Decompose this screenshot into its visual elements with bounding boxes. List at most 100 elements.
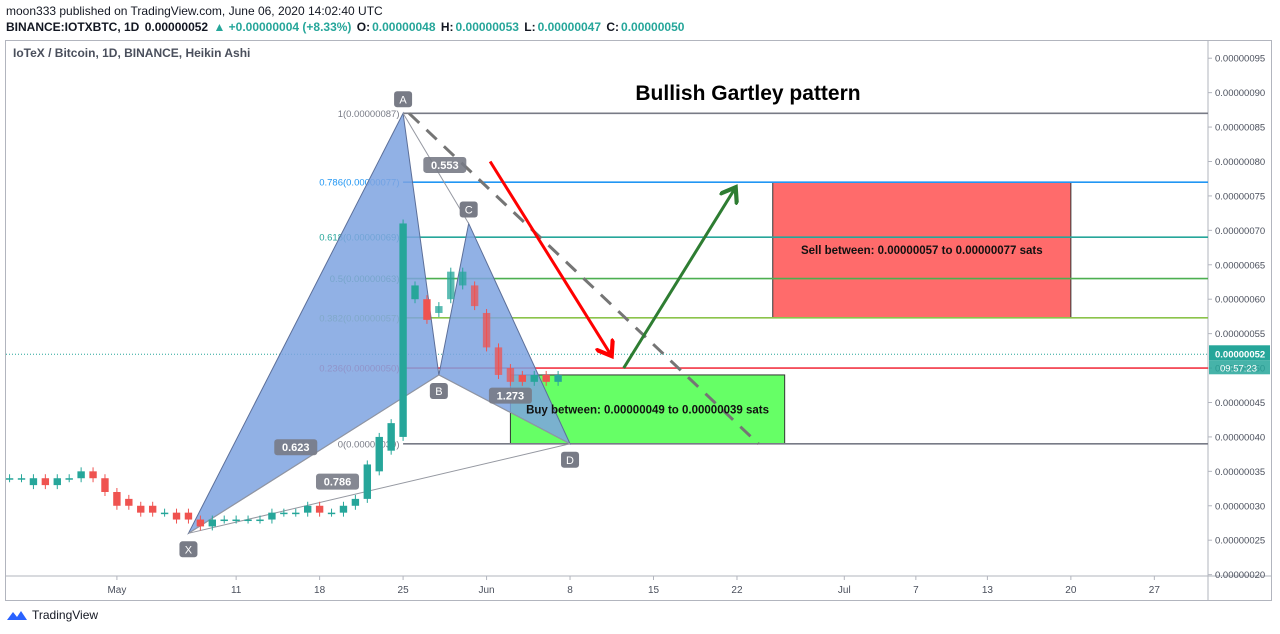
chart-title: Bullish Gartley pattern [635, 82, 860, 105]
candle-body [244, 519, 252, 522]
author-line: moon333 published on TradingView.com, Ju… [6, 4, 383, 18]
pattern-point-badge [394, 91, 413, 108]
y-tick-label: 0.00000075 [1215, 191, 1265, 202]
candle-body [303, 505, 312, 513]
ratio-badge-label: 0.623 [282, 442, 310, 454]
x-tick-label: 13 [982, 585, 994, 596]
x-tick-label: 20 [1065, 585, 1077, 596]
x-tick-label: May [107, 585, 126, 596]
y-tick-label: 0.00000080 [1215, 157, 1265, 168]
candle-body [280, 512, 288, 515]
low-label: L: [524, 20, 536, 34]
candle-body [339, 505, 348, 513]
fib-level-label: 1(0.00000087) [338, 109, 400, 120]
candle-body [17, 478, 26, 480]
candle-body [148, 505, 157, 513]
open-value: 0.00000048 [372, 20, 436, 34]
low-value: 0.00000047 [537, 20, 602, 34]
y-tick-label: 0.00000025 [1215, 536, 1265, 547]
countdown-tag-label: 09:57:23 [1220, 363, 1257, 374]
candle-body [554, 374, 562, 382]
pattern-point-label: C [465, 204, 473, 216]
ratio-badge [488, 387, 532, 404]
ratio-badge-label: 0.553 [431, 160, 459, 172]
price-change: ▲ +0.00000004 (+8.33%) [213, 20, 352, 34]
pattern-point-badge [429, 382, 448, 399]
candle-body [29, 478, 38, 486]
candle-body [256, 519, 264, 522]
y-tick-label: 0.00000065 [1215, 260, 1265, 271]
candle-body [232, 519, 240, 522]
candle-body [530, 374, 538, 382]
x-tick-label: 27 [1149, 585, 1161, 596]
candle-body [363, 464, 372, 499]
fib-level-label: 0.786(0.00000077) [319, 178, 399, 189]
y-tick-label: 0.00000095 [1215, 54, 1265, 65]
candle-body [89, 471, 97, 479]
pattern-point-badge [561, 451, 580, 468]
ratio-badge [316, 473, 360, 490]
candle-body [292, 512, 300, 515]
candle-body [494, 347, 503, 375]
candle-body [125, 498, 133, 506]
candle-body [411, 285, 419, 300]
y-tick-label: 0.00000060 [1215, 295, 1265, 306]
candle-body [518, 374, 527, 382]
high-value: 0.00000053 [455, 20, 519, 34]
y-tick-label: 0.00000030 [1215, 501, 1265, 512]
pattern-point-label: X [185, 544, 193, 556]
candle-body [113, 491, 121, 506]
candle-body [160, 512, 169, 515]
symbol-title: IoTeX / Bitcoin, 1D, BINANCE, Heikin Ash… [13, 46, 251, 60]
ratio-badge-label: 1.273 [497, 391, 525, 403]
candle-body [41, 478, 50, 486]
candle-body [351, 498, 360, 506]
y-tick-label: 0.00000045 [1215, 398, 1265, 409]
candle-body [542, 374, 550, 382]
candle-body [435, 306, 443, 313]
pattern-point-badge [179, 541, 198, 558]
last-price-tag [1209, 345, 1270, 361]
x-tick-label: 22 [731, 585, 743, 596]
last-price-tag-label: 0.00000052 [1215, 349, 1265, 360]
candle-body [399, 223, 407, 437]
candle-body [137, 505, 145, 513]
x-tick-label: 15 [648, 585, 660, 596]
close-label: C: [606, 20, 620, 34]
x-tick-label: 25 [398, 585, 410, 596]
candle-body [315, 505, 324, 513]
y-tick-label: 0.00000035 [1215, 467, 1265, 478]
chart-header: moon333 published on TradingView.com, Ju… [6, 3, 686, 35]
candle-body [470, 285, 479, 307]
x-tick-label: Jul [838, 585, 851, 596]
arrow-red [488, 160, 610, 354]
high-label: H: [440, 20, 454, 34]
ratio-badge [423, 156, 467, 173]
candle-body [327, 512, 336, 515]
y-tick-label: 0.00000055 [1215, 329, 1265, 340]
y-tick-label: 0.00000020 [1215, 570, 1265, 581]
x-tick-label: 11 [231, 585, 242, 596]
y-tick-label: 0.00000070 [1215, 226, 1265, 237]
sell-zone [772, 181, 1072, 319]
pattern-connector-line [438, 374, 571, 445]
candle-body [208, 519, 216, 527]
y-tick-label: 0.00000040 [1215, 432, 1265, 443]
pattern-connector-line [188, 443, 571, 534]
candle-body [172, 512, 181, 520]
candle-body [482, 312, 491, 348]
x-tick-label: 7 [913, 585, 919, 596]
ratio-badge [274, 439, 318, 456]
open-label: O: [356, 20, 371, 34]
candle-body [101, 478, 109, 492]
x-tick-label: 8 [567, 585, 573, 596]
projection-dashed-line [408, 112, 760, 445]
candle-body [387, 423, 395, 451]
candle-body [65, 478, 73, 480]
tradingview-logo-icon [7, 611, 27, 620]
candle-body [447, 271, 455, 300]
x-tick-label: Jun [478, 585, 494, 596]
footer: TradingView [6, 608, 98, 622]
candle-body [77, 471, 85, 479]
